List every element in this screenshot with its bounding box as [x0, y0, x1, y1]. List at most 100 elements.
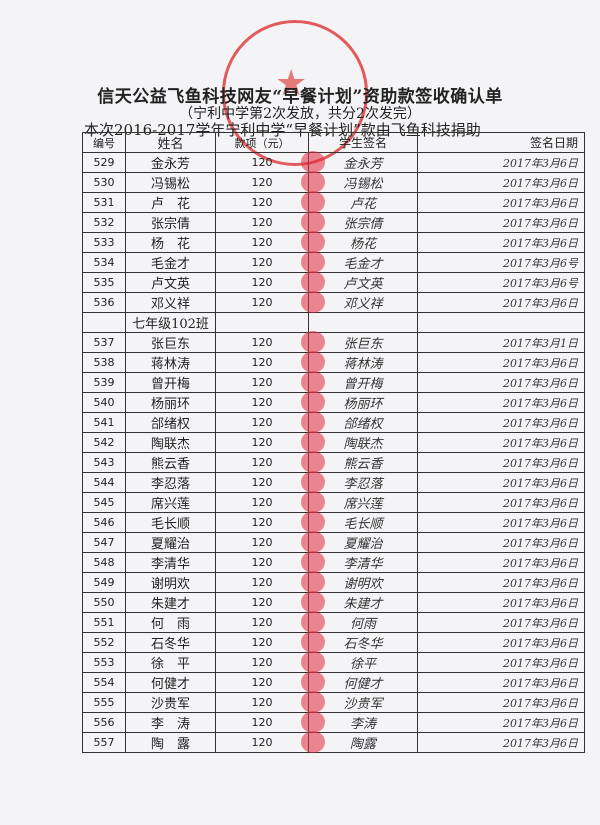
signature-cell: 陶露	[301, 731, 418, 753]
number-cell: 557	[82, 732, 126, 753]
handwritten-date: 2017年3月6日	[503, 576, 578, 590]
signature-cell: 曾开梅	[301, 371, 418, 393]
fingerprint-mark	[301, 391, 325, 413]
table-row: 541 郃绪权 120 郃绪权 2017年3月6日	[82, 411, 585, 433]
number-cell: 551	[82, 612, 126, 633]
signature-cell: 夏耀治	[301, 531, 418, 553]
signature-cell: 何雨	[301, 611, 418, 633]
signature-cell: 何健才	[301, 671, 418, 693]
signature-cell: 李忍落	[301, 471, 418, 493]
handwritten-signature: 徐平	[349, 657, 376, 672]
handwritten-signature: 何健才	[343, 677, 383, 692]
number-cell: 541	[82, 412, 126, 433]
fingerprint-mark	[301, 251, 325, 273]
amount-cell: 120	[215, 652, 309, 673]
table-row: 543 熊云香 120 熊云香 2017年3月6日	[82, 451, 585, 473]
name-cell: 张巨东	[125, 332, 216, 353]
name-cell: 曾开梅	[125, 372, 216, 393]
name-cell: 谢明欢	[125, 572, 216, 593]
signature-cell: 张巨东	[301, 331, 418, 353]
fingerprint-mark	[301, 551, 325, 573]
date-cell: 2017年3月6日	[417, 152, 585, 173]
table-row: 542 陶联杰 120 陶联杰 2017年3月6日	[82, 431, 585, 453]
column-header: 签名日期	[417, 132, 585, 153]
date-cell: 2017年3月6日	[417, 532, 585, 553]
handwritten-signature: 蒋林涛	[343, 357, 383, 372]
name-cell: 杨丽环	[125, 392, 216, 413]
signature-cell: 李涛	[301, 711, 418, 733]
date-cell	[417, 312, 585, 333]
name-cell: 何 雨	[125, 612, 216, 633]
fingerprint-mark	[301, 171, 325, 193]
column-header: 学生签名	[308, 132, 418, 153]
handwritten-date: 2017年3月6日	[503, 236, 578, 250]
signature-cell: 谢明欢	[301, 571, 418, 593]
number-cell: 554	[82, 672, 126, 693]
handwritten-signature: 沙贵军	[343, 697, 383, 712]
handwritten-signature: 李清华	[343, 557, 383, 572]
amount-cell: 120	[215, 192, 309, 213]
amount-cell: 120	[215, 432, 309, 453]
signature-cell: 冯锡松	[301, 171, 418, 193]
number-cell: 546	[82, 512, 126, 533]
fingerprint-mark	[301, 691, 325, 713]
amount-cell: 120	[215, 532, 309, 553]
date-cell: 2017年3月6号	[417, 272, 585, 293]
handwritten-date: 2017年3月6日	[503, 516, 578, 530]
handwritten-signature: 邓义祥	[343, 297, 383, 312]
date-cell: 2017年3月6日	[417, 492, 585, 513]
table-row: 531 卢 花 120 卢花 2017年3月6日	[82, 191, 585, 213]
date-cell: 2017年3月6日	[417, 632, 585, 653]
handwritten-date: 2017年3月6日	[503, 296, 578, 310]
amount-cell: 120	[215, 292, 309, 313]
name-cell: 沙贵军	[125, 692, 216, 713]
table-row: 534 毛金才 120 毛金才 2017年3月6号	[82, 251, 585, 273]
amount-cell: 120	[215, 152, 309, 173]
handwritten-date: 2017年3月6日	[503, 156, 578, 170]
date-cell: 2017年3月1日	[417, 332, 585, 353]
number-cell: 535	[82, 272, 126, 293]
date-cell: 2017年3月6日	[417, 692, 585, 713]
name-cell: 李 涛	[125, 712, 216, 733]
handwritten-signature: 杨花	[349, 237, 376, 252]
table-row: 550 朱建才 120 朱建才 2017年3月6日	[82, 591, 585, 613]
signature-cell: 张宗倩	[301, 211, 418, 233]
amount-cell: 120	[215, 392, 309, 413]
amount-cell: 120	[215, 592, 309, 613]
handwritten-signature: 李忍落	[343, 477, 383, 492]
handwritten-signature: 李涛	[349, 717, 376, 732]
handwritten-signature: 金永芳	[343, 157, 383, 172]
fingerprint-mark	[301, 271, 325, 293]
date-cell: 2017年3月6日	[417, 432, 585, 453]
name-cell: 李忍落	[125, 472, 216, 493]
table-row: 554 何健才 120 何健才 2017年3月6日	[82, 671, 585, 693]
signature-cell: 金永芳	[301, 151, 418, 173]
handwritten-date: 2017年3月6日	[503, 596, 578, 610]
handwritten-signature: 毛长顺	[343, 517, 383, 532]
name-cell: 冯锡松	[125, 172, 216, 193]
number-cell	[82, 312, 126, 333]
date-cell: 2017年3月6日	[417, 412, 585, 433]
fingerprint-mark	[301, 631, 325, 653]
signature-cell: 沙贵军	[301, 691, 418, 713]
number-cell: 556	[82, 712, 126, 733]
fingerprint-mark	[301, 731, 325, 753]
table-row: 532 张宗倩 120 张宗倩 2017年3月6日	[82, 211, 585, 233]
date-cell: 2017年3月6日	[417, 232, 585, 253]
handwritten-date: 2017年3月6日	[503, 616, 578, 630]
amount-cell: 120	[215, 252, 309, 273]
amount-cell: 120	[215, 632, 309, 653]
name-cell: 七年级102班	[125, 312, 216, 333]
date-cell: 2017年3月6日	[417, 732, 585, 753]
table-row: 551 何 雨 120 何雨 2017年3月6日	[82, 611, 585, 633]
fingerprint-mark	[301, 471, 325, 493]
document-subtitle: （宁利中学第2次发放，共分2次发完）	[179, 106, 421, 122]
signature-cell: 熊云香	[301, 451, 418, 473]
date-cell: 2017年3月6日	[417, 172, 585, 193]
table-row: 538 蒋林涛 120 蒋林涛 2017年3月6日	[82, 351, 585, 373]
fingerprint-mark	[301, 211, 325, 233]
amount-cell: 120	[215, 332, 309, 353]
table-row: 533 杨 花 120 杨花 2017年3月6日	[82, 231, 585, 253]
handwritten-signature: 陶露	[349, 737, 376, 752]
handwritten-signature: 陶联杰	[343, 437, 383, 452]
